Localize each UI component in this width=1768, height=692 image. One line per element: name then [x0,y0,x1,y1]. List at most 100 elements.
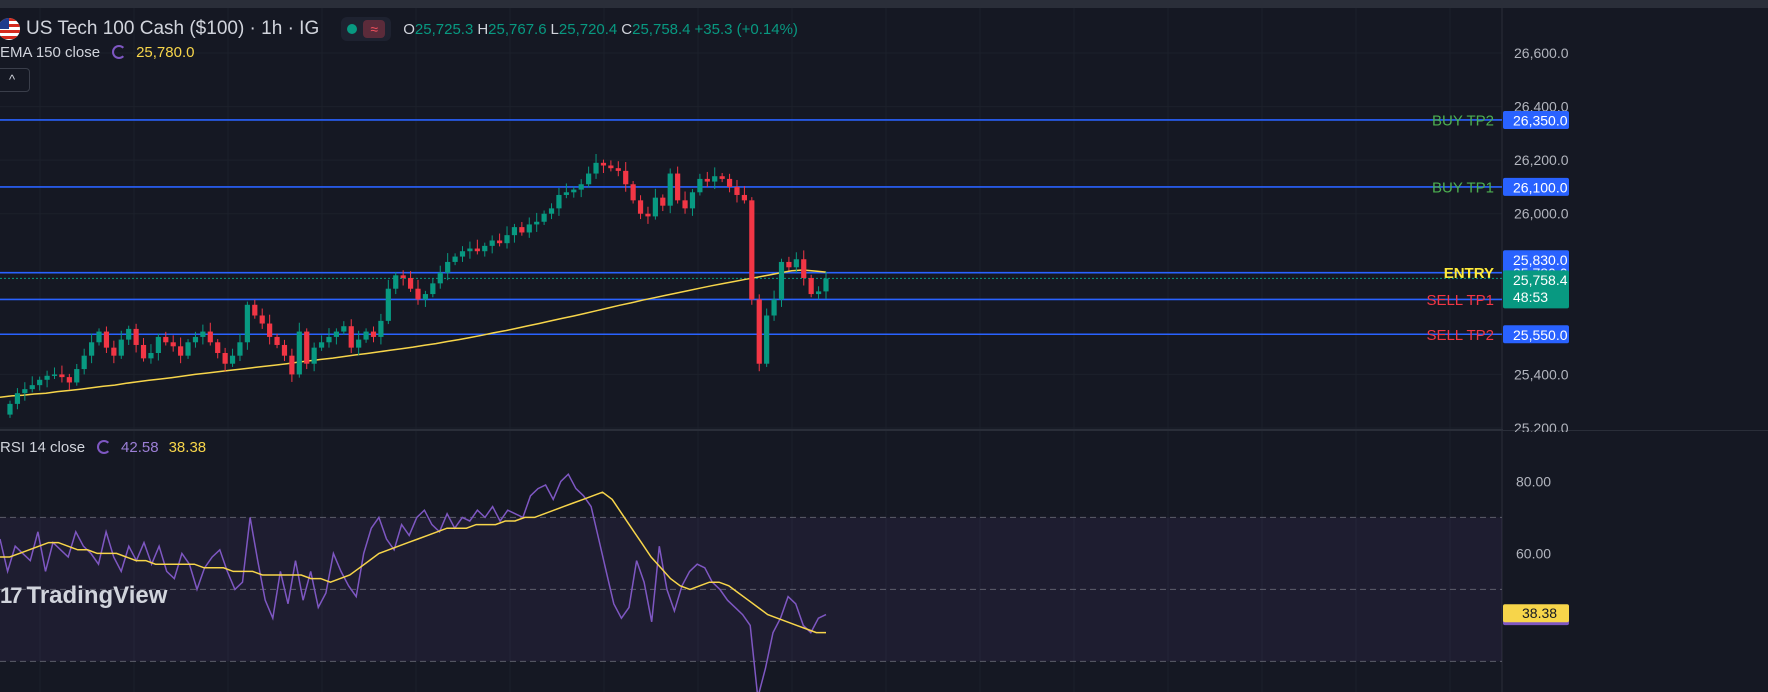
candle-body [497,240,503,244]
rsi-tick-label: 20.00 [1516,689,1551,692]
level-price-badge-bg [1503,325,1569,344]
change-value: +35.3 (+0.14%) [694,20,798,38]
candle-body [126,328,132,340]
level-label: BUY TP1 [1432,179,1494,196]
candle-body [704,178,710,182]
level-price-badge-text: 25,550.0 [1513,327,1568,343]
rsi-name: RSI 14 close [0,438,86,456]
level-price-badge-text: 26,350.0 [1513,112,1568,128]
candle-body [474,248,480,252]
candle-body [548,208,555,214]
candle-body [437,272,443,284]
candle-body [764,315,770,364]
rsi-legend[interactable]: RSI 14 close 42.58 38.38 [0,437,206,457]
candle-body [422,294,429,300]
candle-body [645,213,651,217]
candle-body [370,331,377,337]
close-label: C [621,20,633,38]
low-label: L [550,20,559,38]
candle-body [37,379,43,386]
price-badge-bg [1503,250,1569,269]
candle-body [556,194,562,209]
candle-body [348,326,354,348]
market-status-pill[interactable]: ≈ [341,17,392,41]
candle-body [719,176,725,179]
candle-body [378,320,384,337]
candle-body [89,342,95,356]
close-value: 25,758.4 [632,20,691,38]
candle-body [178,346,184,356]
candle-body [363,331,369,340]
candle-body [385,288,391,321]
candle-body [801,259,807,279]
candle-body [274,336,280,345]
candle-body [111,347,117,356]
candle-body [526,224,532,233]
ema-150-line [0,269,827,398]
candle-body [229,355,236,364]
price-tick-label: 26,000.0 [1514,206,1569,222]
candle-body [155,336,161,354]
candle-body [682,200,688,209]
low-value: 25,720.4 [558,20,618,38]
price-badge-text: 25,830.0 [1513,252,1568,268]
refresh-icon[interactable] [112,45,127,59]
price-axis[interactable]: 26,600.0 26,400.0 26,200.0 26,000.0 25,400.0… [1503,8,1768,436]
ema-name: EMA 150 close [0,43,101,61]
symbol-title[interactable]: US Tech 100 Cash ($100) · 1h · IG [26,18,320,39]
collapse-legend-button[interactable]: ^ [0,68,30,92]
level-label: SELL TP2 [1426,327,1494,344]
candle-body [630,184,636,201]
price-tick-label: 26,600.0 [1514,45,1569,61]
top-toolbar-strip [0,0,1768,8]
rsi-ma-value: 38.38 [168,438,207,456]
tradingview-logo[interactable]: 17 TradingView [0,582,167,610]
level-price-badge-bg [1503,177,1569,196]
candle-body [563,192,569,195]
level-price-badge-text: 26,100.0 [1513,179,1568,195]
candle-body [81,355,87,370]
candle-body [51,374,58,376]
tradingview-mark-icon: 17 [0,583,23,608]
ema-value: 25,780.0 [136,43,195,61]
price-tick-label: 26,200.0 [1514,152,1569,168]
candle-body [14,393,21,404]
open-value: 25,725.3 [414,20,474,38]
candle-body [59,374,65,378]
symbol-header: US Tech 100 Cash ($100) · 1h · IG ≈ O25,… [0,16,798,42]
rsi-tick-label: 60.00 [1516,545,1551,561]
current-price-badge-bg [1503,270,1569,309]
candle-body [118,339,124,356]
level-price-badge: 25,550.0 [1503,325,1569,344]
candle-body [103,331,110,348]
candle-body [786,261,792,268]
candle-body [697,178,703,193]
candle-body [170,342,176,347]
candle-body [511,227,518,236]
candle-body [652,197,658,217]
candle-body [823,278,829,292]
candle-body [571,189,577,193]
candle-body [400,275,406,279]
candle-body [741,194,747,201]
candle-body [356,339,362,348]
candle-body [504,235,510,244]
candle-body [237,342,243,356]
wave-icon: ≈ [363,20,386,38]
candle-body [133,328,139,345]
candle-body [252,304,258,316]
candle-body [304,331,310,364]
candle-body [259,315,265,324]
candle-body [29,385,35,390]
candle-body [541,213,547,222]
ema-legend[interactable]: EMA 150 close 25,780.0 [0,42,194,62]
candle-body [318,342,325,348]
high-label: H [477,20,489,38]
refresh-icon[interactable] [97,440,112,454]
candle-body [660,197,666,206]
candle-body [712,176,718,182]
candle-body [623,170,629,185]
high-value: 25,767.6 [488,20,547,38]
